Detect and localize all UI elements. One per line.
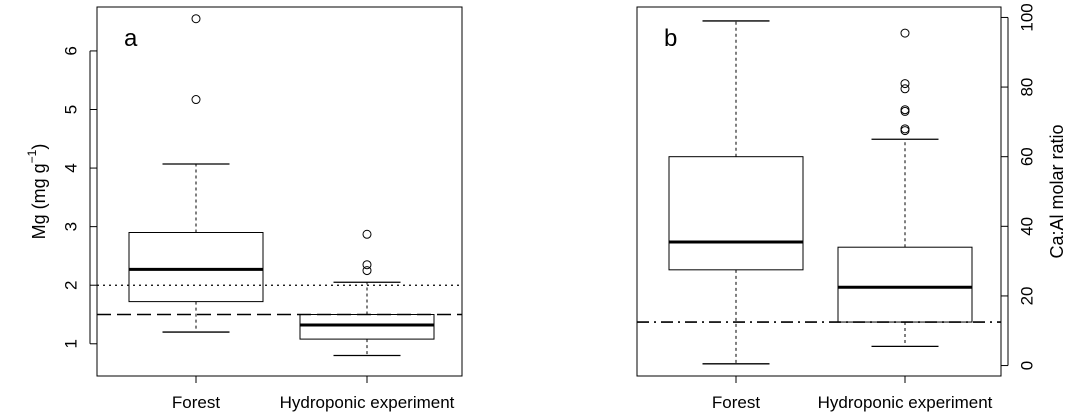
- y-tick-label: 6: [62, 46, 81, 55]
- box-hydroponic: [299, 229, 435, 357]
- outlier-point: [900, 126, 910, 136]
- chart-panel-a: 1 2 3 4 5 6 Mg (mg g−1) a Forest Hydroponic exper…: [25, 6, 463, 412]
- y-axis-title-text: Mg (mg g: [29, 163, 49, 239]
- y-tick-label: 40: [1018, 217, 1037, 236]
- y-axis-title-superscript: −1: [25, 149, 39, 163]
- outlier-point: [900, 105, 910, 115]
- outlier-point: [191, 95, 201, 105]
- panel-label: a: [124, 25, 138, 52]
- iqr-box: [837, 246, 973, 323]
- x-tick-label: Forest: [172, 393, 220, 412]
- y-tick-label: 5: [62, 105, 81, 114]
- y-axis-title-text: Ca:Al molar ratio: [1047, 124, 1067, 258]
- x-tick-label: Forest: [712, 393, 760, 412]
- panel-label: b: [664, 25, 677, 52]
- y-tick-label: 60: [1018, 147, 1037, 166]
- iqr-box: [668, 156, 804, 271]
- y-tick-label: 20: [1018, 286, 1037, 305]
- chart-panel-b: 0 20 40 60 80 100 Ca:Al molar ratio b Forest Hydr…: [636, 3, 1067, 412]
- outlier-point: [900, 124, 910, 134]
- outlier-point: [900, 28, 910, 38]
- x-tick-label: Hydroponic experiment: [280, 393, 455, 412]
- iqr-box: [299, 314, 435, 340]
- y-tick-label: 80: [1018, 78, 1037, 97]
- outlier-point: [362, 266, 372, 276]
- x-tick-label: Hydroponic experiment: [818, 393, 993, 412]
- y-tick-label: 2: [62, 280, 81, 289]
- box-forest: [668, 20, 804, 365]
- y-axis-title: Mg (mg g−1): [25, 144, 49, 240]
- y-tick-label: 4: [62, 163, 81, 172]
- y-axis-title-close: ): [29, 144, 49, 150]
- outlier-point: [362, 229, 372, 239]
- y-tick-label: 3: [62, 222, 81, 231]
- outlier-point: [362, 260, 372, 270]
- outlier-point: [900, 106, 910, 116]
- outlier-point: [900, 79, 910, 89]
- y-axis-title: Ca:Al molar ratio: [1047, 124, 1067, 258]
- box-hydroponic: [837, 28, 973, 348]
- outlier-point: [900, 84, 910, 94]
- iqr-box: [128, 232, 264, 303]
- plot-frame: [96, 6, 463, 377]
- box-forest: [128, 14, 264, 333]
- y-tick-label: 0: [1018, 361, 1037, 370]
- outlier-point: [191, 14, 201, 24]
- plot-frame: [636, 6, 1002, 377]
- y-tick-label: 1: [62, 339, 81, 348]
- y-tick-label: 100: [1018, 3, 1037, 31]
